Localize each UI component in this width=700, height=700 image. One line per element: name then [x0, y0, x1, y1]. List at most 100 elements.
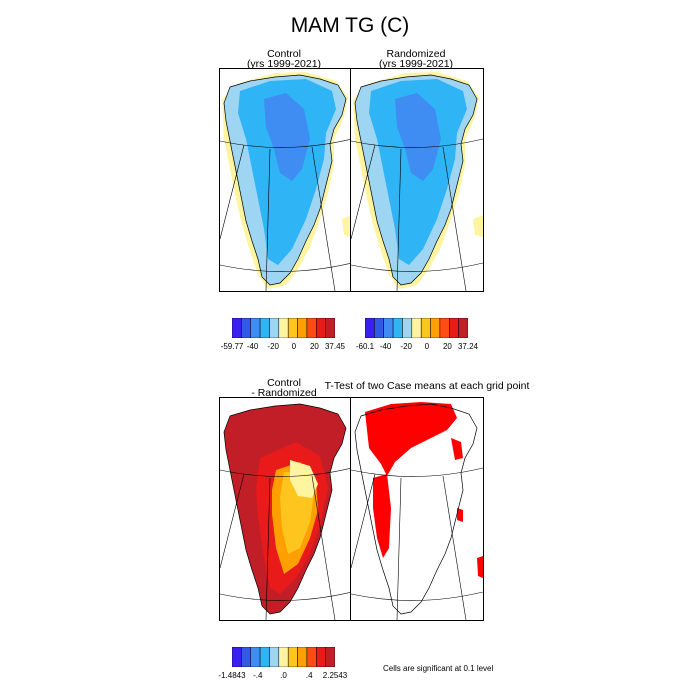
panel-2-title: Randomized (yrs 1999-2021) — [350, 48, 482, 70]
colorbar-swatch — [231, 317, 242, 339]
colorbar-swatch — [325, 646, 336, 668]
map-control — [219, 68, 351, 292]
colorbar-swatch — [316, 317, 326, 339]
map-difference-svg — [220, 403, 350, 620]
colorbar-tick-label: 0 — [291, 342, 297, 351]
significant-region — [373, 474, 391, 558]
panel-3-title-line2: - Randomized — [251, 387, 317, 399]
colorbar-swatch — [241, 646, 251, 668]
colorbar-swatch — [269, 317, 280, 339]
colorbar-swatch — [374, 317, 384, 339]
colorbar-tick-label: -1.4843 — [218, 671, 246, 680]
colorbar-tick-label: -.4 — [253, 671, 263, 680]
significance-note: Cells are significant at 0.1 level — [383, 664, 494, 673]
colorbar-swatch — [278, 646, 289, 668]
colorbar-3-svg — [231, 646, 336, 668]
colorbar-tick-label: -59.77 — [220, 342, 244, 351]
interior-zone — [395, 93, 441, 181]
colorbar-tick-label: 20 — [442, 342, 452, 351]
colorbar-control — [231, 317, 336, 339]
meridian-line — [396, 148, 402, 291]
colorbar-swatch — [250, 317, 261, 339]
map-randomized — [350, 68, 484, 292]
colorbar-swatch — [449, 317, 459, 339]
meridian-line — [351, 473, 376, 569]
panel-4-title: T-Test of two Case means at each grid po… — [324, 380, 530, 392]
significant-region — [457, 508, 463, 522]
colorbar-difference — [231, 646, 336, 668]
meridian-line — [265, 148, 271, 291]
map-randomized-svg — [351, 72, 483, 291]
colorbar-swatch — [259, 646, 270, 668]
colorbar-tick-label: 37.24 — [457, 342, 479, 351]
meridian-line — [442, 475, 467, 620]
significant-region — [451, 438, 463, 460]
latitude-line — [220, 592, 350, 601]
panel-3-title: Control - Randomized — [219, 377, 349, 399]
colorbar-swatch — [306, 646, 317, 668]
neighbor-coast — [473, 215, 483, 237]
interior-zone — [264, 93, 310, 181]
colorbar-swatch — [287, 646, 298, 668]
meridian-line — [220, 473, 245, 569]
colorbar-tick-label: 0 — [424, 342, 430, 351]
map-control-svg — [220, 72, 350, 291]
colorbar-swatch — [402, 317, 413, 339]
colorbar-tick-label: -40 — [246, 342, 259, 351]
colorbar-swatch — [316, 646, 326, 668]
meridian-line — [311, 146, 336, 291]
colorbar-tick-label: -40 — [379, 342, 392, 351]
meridian-line — [311, 475, 336, 620]
colorbar-tick-label: .4 — [305, 671, 313, 680]
latitude-line — [220, 139, 350, 148]
meridian-line — [442, 146, 467, 291]
colorbar-swatch — [297, 646, 308, 668]
colorbar-swatch — [439, 317, 450, 339]
neighbor-coast — [342, 215, 350, 237]
colorbar-swatch — [392, 317, 403, 339]
colorbar-swatch — [411, 317, 422, 339]
map-ttest — [350, 397, 484, 621]
colorbar-swatch — [287, 317, 298, 339]
colorbar-1-svg — [231, 317, 336, 339]
latitude-line — [220, 468, 350, 477]
colorbar-swatch — [250, 646, 261, 668]
graticule — [220, 139, 350, 291]
latitude-line — [220, 263, 350, 272]
colorbar-swatch — [420, 317, 431, 339]
colorbar-swatch — [297, 317, 308, 339]
colorbar-swatch — [430, 317, 441, 339]
latitude-line — [351, 262, 483, 272]
panel-1-title: Control (yrs 1999-2021) — [219, 48, 349, 70]
center-zone — [290, 460, 318, 498]
latitude-line — [351, 591, 483, 601]
graticule — [351, 138, 483, 291]
colorbar-tick-label: 2.2543 — [322, 671, 348, 680]
meridian-line — [265, 477, 271, 620]
colorbar-tick-label: 37.45 — [324, 342, 346, 351]
colorbar-swatch — [306, 317, 317, 339]
colorbar-swatch — [231, 646, 242, 668]
meridian-line — [351, 144, 376, 240]
panel-2-title-line1: Randomized — [386, 48, 446, 60]
significant-region — [477, 556, 483, 578]
colorbar-swatch — [259, 317, 270, 339]
panel-3-title-line1: Control — [267, 377, 301, 389]
colorbar-tick-label: -20 — [267, 342, 279, 351]
colorbar-swatch — [458, 317, 469, 339]
colorbar-swatch — [325, 317, 336, 339]
map-ttest-svg — [351, 402, 483, 620]
coastline — [223, 74, 347, 286]
panel-1-title-line2: (yrs 1999-2021) — [246, 58, 322, 70]
latitude-line — [351, 138, 483, 148]
colorbar-tick-label: 20 — [309, 342, 319, 351]
colorbar-tick-label: -60.1 — [355, 342, 375, 351]
meridian-line — [220, 144, 245, 240]
panel-1-title-line1: Control — [267, 48, 301, 60]
significant-region — [365, 402, 457, 476]
meridian-line — [396, 477, 402, 620]
latitude-line — [351, 467, 483, 477]
map-difference — [219, 397, 351, 621]
colorbar-randomized — [364, 317, 469, 339]
colorbar-swatch — [383, 317, 394, 339]
